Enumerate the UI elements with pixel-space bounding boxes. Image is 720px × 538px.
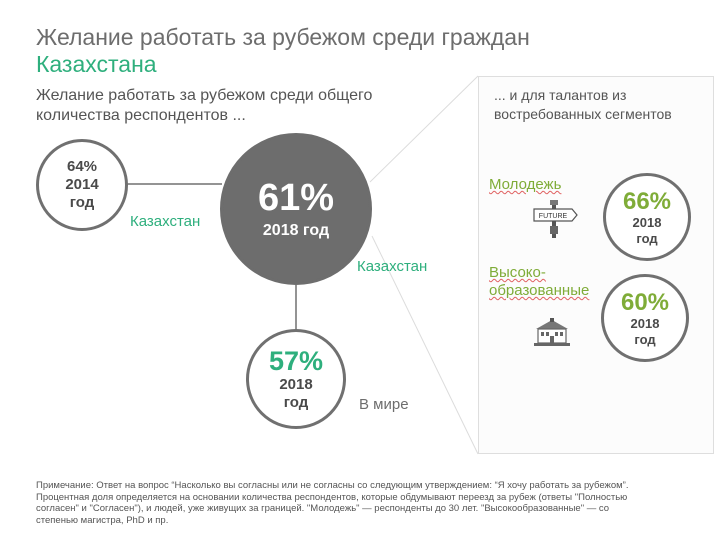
youth-label: Молодежь <box>489 176 562 193</box>
kazakhstan-label-left: Казахстан <box>130 213 201 230</box>
panel-title: ... и для талантов из востребованных сег… <box>494 87 672 122</box>
educated-2018-year: 2018 <box>630 315 660 331</box>
title-line-2: Казахстана <box>36 51 157 77</box>
world-2018-year-word: год <box>283 394 309 411</box>
educated-label-line-1: Высоко- <box>489 264 546 281</box>
page-title: Желание работать за рубежом среди гражда… <box>36 24 530 78</box>
educated-label-line-2: образованные <box>489 282 590 299</box>
kazakhstan-2014-year: 2014 <box>65 176 99 193</box>
youth-2018-year-word: год <box>636 230 658 246</box>
kazakhstan-2014-pct: 64% <box>66 158 98 175</box>
university-building-icon <box>534 318 570 346</box>
kazakhstan-2014-circle: 64% 2014 год <box>36 139 128 231</box>
educated-label: Высоко- образованные <box>489 264 589 300</box>
kazakhstan-label-right: Казахстан <box>357 258 428 275</box>
kazakhstan-2018-pct: 61% <box>257 177 335 219</box>
subtitle: Желание работать за рубежом среди общего… <box>36 87 373 124</box>
world-2018-year: 2018 <box>279 376 313 393</box>
kazakhstan-2018-year: 2018 год <box>262 222 330 239</box>
kazakhstan-2018-circle: 61% 2018 год <box>220 133 372 285</box>
world-2018-pct: 57% <box>268 346 324 376</box>
educated-2018-pct: 60% <box>620 288 670 316</box>
youth-2018-pct: 66% <box>622 187 672 215</box>
talent-segments-panel <box>478 76 714 454</box>
future-sign-text: FUTURE <box>539 213 568 220</box>
educated-2018-circle: 60% 2018 год <box>601 274 689 362</box>
title-line-1: Желание работать за рубежом среди гражда… <box>36 24 530 50</box>
youth-2018-year: 2018 <box>632 214 662 230</box>
footnote: Примечание: Ответ на вопрос “Насколько в… <box>36 480 629 526</box>
youth-2018-circle: 66% 2018 год <box>603 173 691 261</box>
world-label: В мире <box>359 396 409 413</box>
kazakhstan-2014-year-word: год <box>69 194 95 211</box>
world-2018-circle: 57% 2018 год <box>246 329 346 429</box>
future-signpost-icon: FUTURE <box>533 200 578 238</box>
educated-2018-year-word: год <box>634 331 656 347</box>
